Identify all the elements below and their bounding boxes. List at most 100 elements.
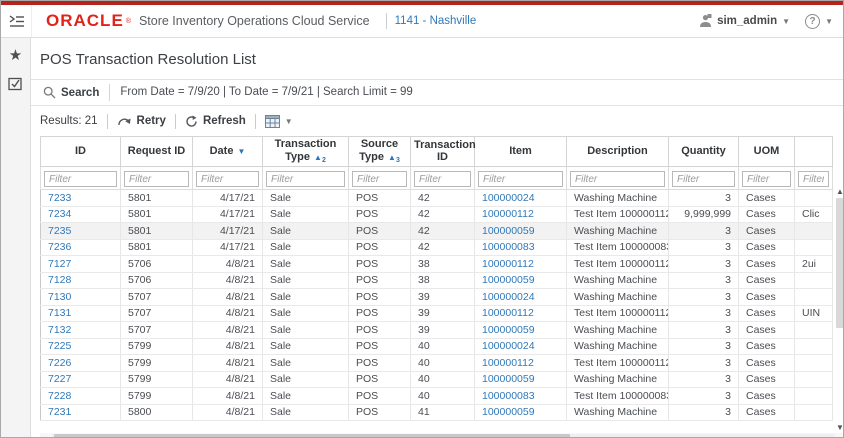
column-header-quantity[interactable]: Quantity	[668, 136, 739, 167]
filter-input-description[interactable]	[570, 171, 665, 188]
horizontal-scrollbar[interactable]: ‹ ›	[40, 433, 843, 437]
table-row[interactable]: 7233 5801 4/17/21 Sale POS 42 100000024 Washing…	[40, 189, 833, 207]
item-link[interactable]: 100000059	[482, 274, 535, 287]
id-link[interactable]: 7235	[48, 224, 72, 237]
column-header-item[interactable]: Item	[474, 136, 567, 167]
user-menu-caret-icon[interactable]: ▼	[782, 16, 791, 26]
item-link[interactable]: 100000083	[482, 389, 535, 402]
column-header-id[interactable]: ID	[40, 136, 121, 167]
item-link[interactable]: 100000059	[482, 373, 535, 386]
tasks-checklist-icon[interactable]	[8, 77, 23, 91]
filter-input-uin[interactable]	[798, 171, 829, 188]
store-link[interactable]: 1141 - Nashville	[394, 15, 477, 27]
help-menu-caret-icon[interactable]: ▼	[825, 16, 833, 26]
cell-quantity: 3	[668, 338, 739, 356]
id-link[interactable]: 7127	[48, 257, 72, 270]
scroll-down-icon[interactable]: ▼	[836, 424, 843, 432]
id-link[interactable]: 7231	[48, 406, 72, 419]
refresh-button[interactable]: Refresh	[185, 115, 246, 128]
search-panel[interactable]: Search From Date = 7/9/20 | To Date = 7/…	[31, 79, 843, 106]
column-header-transaction-type[interactable]: Transaction Type ▲2	[262, 136, 349, 167]
item-link[interactable]: 100000024	[482, 340, 535, 353]
cell-request-id: 5799	[120, 338, 193, 356]
item-link[interactable]: 100000059	[482, 224, 535, 237]
table-row[interactable]: 7132 5707 4/8/21 Sale POS 39 100000059 Washing …	[40, 321, 833, 339]
favorites-star-icon[interactable]: ★	[8, 47, 23, 64]
table-row[interactable]: 7128 5706 4/8/21 Sale POS 38 100000059 Washing …	[40, 272, 833, 290]
cell-date: 4/8/21	[192, 371, 263, 389]
table-row[interactable]: 7130 5707 4/8/21 Sale POS 39 100000024 Washing …	[40, 288, 833, 306]
filter-input-quantity[interactable]	[672, 171, 735, 188]
id-link[interactable]: 7234	[48, 208, 72, 221]
filter-input-date[interactable]	[196, 171, 259, 188]
id-link[interactable]: 7225	[48, 340, 72, 353]
cell-request-id: 5799	[120, 387, 193, 405]
id-link[interactable]: 7128	[48, 274, 72, 287]
scroll-left-icon[interactable]: ‹	[40, 433, 52, 437]
item-link[interactable]: 100000059	[482, 323, 535, 336]
cell-uom: Cases	[738, 371, 795, 389]
cell-date: 4/8/21	[192, 272, 263, 290]
cell-transaction-type: Sale	[262, 354, 349, 372]
table-row[interactable]: 7226 5799 4/8/21 Sale POS 40 100000112 Test Ite…	[40, 354, 833, 372]
cell-request-id: 5800	[120, 404, 193, 422]
vertical-scroll-thumb[interactable]	[835, 198, 843, 328]
table-row[interactable]: 7231 5800 4/8/21 Sale POS 41 100000059 Washing …	[40, 404, 833, 422]
search-label[interactable]: Search	[61, 86, 100, 99]
filter-input-source-type[interactable]	[352, 171, 407, 188]
sidebar-toggle-button[interactable]	[1, 5, 32, 37]
filter-input-item[interactable]	[478, 171, 563, 188]
column-header-uin[interactable]	[794, 136, 833, 167]
cell-transaction-id: 42	[410, 222, 475, 240]
help-icon[interactable]: ?	[805, 13, 821, 29]
item-link[interactable]: 100000112	[482, 208, 534, 221]
filter-input-id[interactable]	[44, 171, 117, 188]
item-link[interactable]: 100000059	[482, 406, 535, 419]
cell-quantity: 3	[668, 222, 739, 240]
item-link[interactable]: 100000024	[482, 290, 535, 303]
id-link[interactable]: 7227	[48, 373, 72, 386]
column-header-description[interactable]: Description	[566, 136, 669, 167]
table-view-button[interactable]: ▼	[264, 114, 293, 128]
filter-input-request-id[interactable]	[124, 171, 189, 188]
column-header-uom[interactable]: UOM	[738, 136, 795, 167]
item-link[interactable]: 100000083	[482, 241, 535, 254]
table-row[interactable]: 7227 5799 4/8/21 Sale POS 40 100000059 Washing …	[40, 371, 833, 389]
table-row[interactable]: 7127 5706 4/8/21 Sale POS 38 100000112 Test Ite…	[40, 255, 833, 273]
table-row[interactable]: 7225 5799 4/8/21 Sale POS 40 100000024 Washing …	[40, 338, 833, 356]
vertical-scrollbar[interactable]: ▲ ▼	[834, 188, 843, 432]
item-link[interactable]: 100000112	[482, 307, 534, 320]
cell-date: 4/8/21	[192, 288, 263, 306]
id-link[interactable]: 7130	[48, 290, 72, 303]
id-link[interactable]: 7236	[48, 241, 72, 254]
cell-request-id: 5801	[120, 189, 193, 207]
id-link[interactable]: 7233	[48, 191, 72, 204]
table-row[interactable]: 7236 5801 4/17/21 Sale POS 42 100000083 Test It…	[40, 239, 833, 257]
table-row[interactable]: 7235 5801 4/17/21 Sale POS 42 100000059 Washing…	[40, 222, 833, 240]
scroll-right-icon[interactable]: ›	[834, 433, 843, 437]
id-link[interactable]: 7132	[48, 323, 72, 336]
retry-button[interactable]: Retry	[117, 115, 166, 127]
table-row[interactable]: 7131 5707 4/8/21 Sale POS 39 100000112 Test Ite…	[40, 305, 833, 323]
item-link[interactable]: 100000024	[482, 191, 535, 204]
filter-input-transaction-type[interactable]	[266, 171, 345, 188]
filter-input-transaction-id[interactable]	[414, 171, 471, 188]
oracle-logo-registered-mark: ®	[125, 17, 131, 25]
scroll-up-icon[interactable]: ▲	[836, 188, 843, 196]
id-link[interactable]: 7131	[48, 307, 72, 320]
cell-uin	[794, 404, 833, 422]
id-link[interactable]: 7228	[48, 389, 72, 402]
column-header-transaction-id[interactable]: Transaction ID	[410, 136, 476, 167]
column-header-source-type[interactable]: Source Type ▲3	[348, 136, 411, 167]
user-menu[interactable]: sim_admin	[717, 15, 778, 27]
id-link[interactable]: 7226	[48, 356, 72, 369]
cell-date: 4/8/21	[192, 338, 263, 356]
horizontal-scroll-thumb[interactable]	[54, 434, 571, 437]
column-header-date[interactable]: Date ▼	[192, 136, 263, 167]
item-link[interactable]: 100000112	[482, 356, 534, 369]
filter-input-uom[interactable]	[742, 171, 791, 188]
table-row[interactable]: 7228 5799 4/8/21 Sale POS 40 100000083 Test Ite…	[40, 387, 833, 405]
table-row[interactable]: 7234 5801 4/17/21 Sale POS 42 100000112 Test It…	[40, 206, 833, 224]
item-link[interactable]: 100000112	[482, 257, 534, 270]
column-header-request-id[interactable]: Request ID	[120, 136, 193, 167]
